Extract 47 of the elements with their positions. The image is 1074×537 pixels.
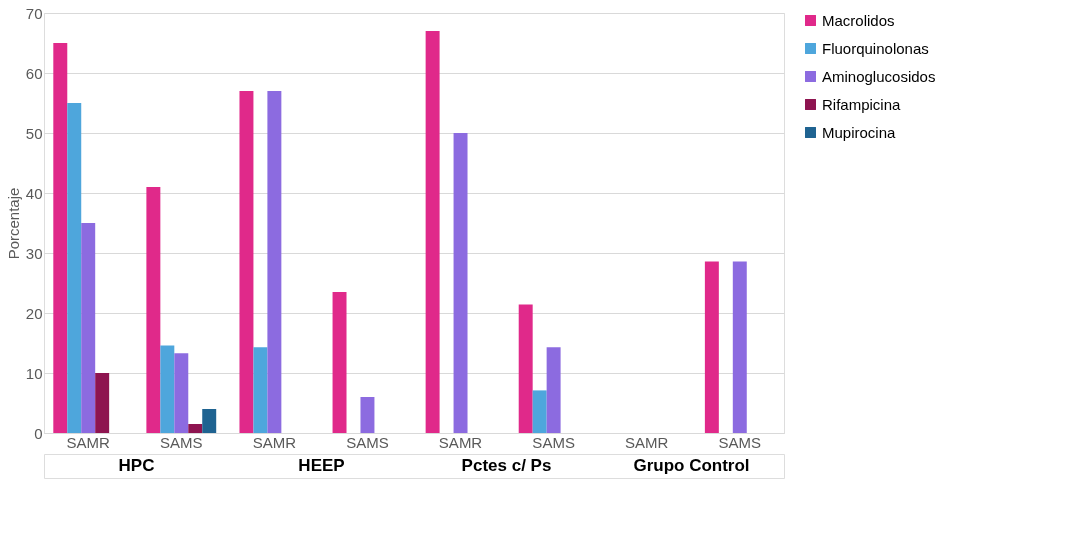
bar: [453, 133, 468, 433]
x-tick-label: SAMS: [346, 433, 389, 451]
x-tick-label: SAMS: [718, 433, 762, 451]
bar: [704, 261, 719, 433]
legend-label: Rifampicina: [822, 95, 902, 113]
y-tick-label: 0: [34, 424, 43, 442]
y-tick-label: 30: [25, 244, 43, 262]
bar: [202, 409, 217, 433]
legend-label: Mupirocina: [822, 123, 897, 141]
text: HPC: [118, 456, 155, 475]
bar: [332, 292, 347, 433]
text: Grupo Control: [633, 456, 750, 475]
y-tick-label: 70: [25, 4, 43, 22]
y-tick-label: 60: [25, 64, 43, 82]
legend-label: Macrolidos: [822, 11, 895, 29]
bar: [518, 304, 533, 433]
bar: [267, 91, 282, 433]
bar: [53, 43, 68, 433]
bar: [360, 397, 375, 433]
y-tick-label: 10: [25, 364, 43, 382]
y-tick-label: 50: [25, 124, 43, 142]
bar: [146, 187, 161, 433]
text: HEEP: [298, 456, 345, 475]
bar: [532, 390, 547, 433]
bar: [188, 424, 203, 433]
bar: [732, 261, 747, 433]
x-tick-label: SAMR: [252, 433, 297, 451]
y-tick-label: 40: [25, 184, 43, 202]
bar: [67, 103, 82, 433]
x-tick-label: SAMR: [438, 433, 483, 451]
x-tick-label: SAMR: [625, 433, 669, 451]
bar: [546, 347, 561, 433]
bar: [81, 223, 96, 433]
bar: [253, 347, 268, 433]
bar: [95, 373, 110, 433]
x-tick-label: SAMS: [160, 433, 203, 451]
legend-label: Fluorquinolonas: [822, 39, 929, 57]
x-tick-label: SAMS: [532, 433, 575, 451]
bar: [160, 345, 175, 433]
bar: [425, 31, 440, 433]
bar: [239, 91, 254, 433]
y-tick-label: 20: [25, 304, 43, 322]
x-tick-label: SAMR: [66, 433, 111, 451]
text: Pctes c/ Ps: [461, 456, 552, 475]
bar: [174, 353, 189, 433]
legend-label: Aminoglucosidos: [822, 67, 936, 85]
y-axis-title: Porcentaje: [4, 187, 22, 260]
